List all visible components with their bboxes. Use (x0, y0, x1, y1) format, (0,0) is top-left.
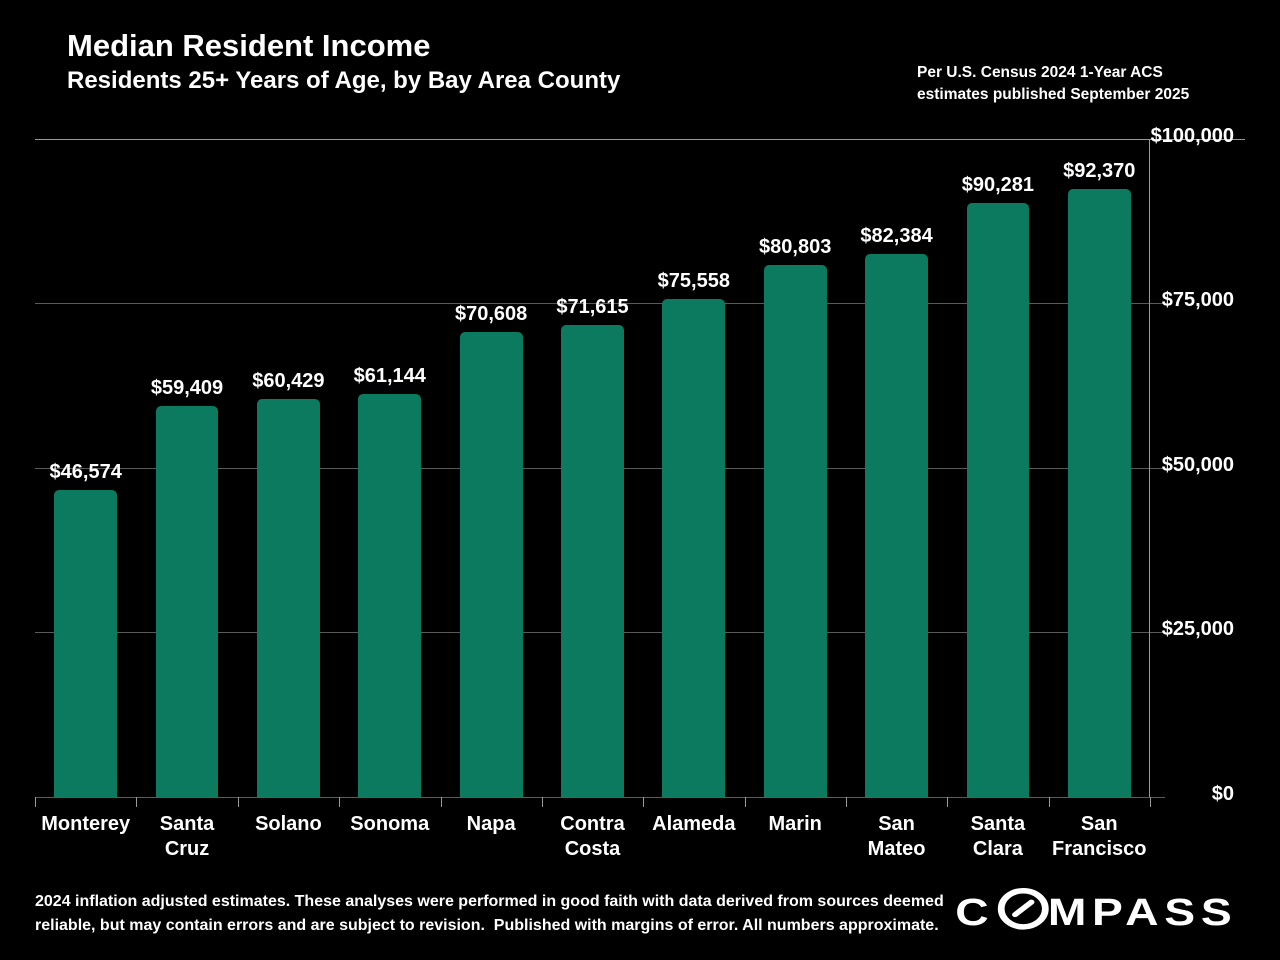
svg-text:C: C (955, 891, 994, 933)
svg-text:MPASS: MPASS (1048, 891, 1238, 933)
